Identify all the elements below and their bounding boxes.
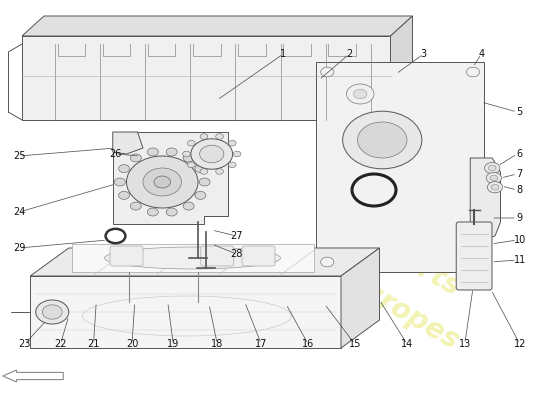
- Text: 10: 10: [514, 235, 526, 245]
- Circle shape: [147, 148, 158, 156]
- Text: 1: 1: [280, 49, 287, 59]
- Text: 1985: 1985: [361, 113, 442, 175]
- Text: 12: 12: [514, 339, 526, 349]
- Circle shape: [36, 300, 69, 324]
- Circle shape: [354, 89, 367, 99]
- Circle shape: [166, 148, 177, 156]
- Polygon shape: [72, 244, 314, 272]
- Text: 13: 13: [459, 339, 471, 349]
- Circle shape: [346, 84, 374, 104]
- FancyBboxPatch shape: [242, 246, 275, 266]
- Polygon shape: [113, 132, 143, 154]
- Circle shape: [487, 182, 503, 193]
- Text: 17: 17: [255, 339, 267, 349]
- Circle shape: [130, 202, 141, 210]
- Circle shape: [183, 151, 190, 157]
- Text: europes: europes: [340, 268, 463, 356]
- Circle shape: [216, 169, 223, 174]
- Circle shape: [228, 162, 236, 168]
- Circle shape: [183, 202, 194, 210]
- Polygon shape: [113, 148, 228, 216]
- Circle shape: [486, 172, 502, 184]
- Circle shape: [147, 208, 158, 216]
- Text: #1 parts: #1 parts: [338, 211, 465, 301]
- Text: 24: 24: [13, 207, 25, 217]
- Text: 3: 3: [420, 49, 427, 59]
- Polygon shape: [470, 158, 500, 240]
- Text: 4: 4: [478, 49, 485, 59]
- Text: 15: 15: [349, 339, 361, 349]
- Polygon shape: [22, 36, 390, 120]
- Text: 28: 28: [230, 249, 243, 259]
- Text: 5: 5: [516, 107, 523, 117]
- Text: 20: 20: [126, 339, 138, 349]
- Text: 26: 26: [109, 149, 122, 159]
- Circle shape: [490, 175, 498, 181]
- Text: source: source: [349, 162, 454, 238]
- Circle shape: [216, 134, 223, 139]
- Circle shape: [119, 165, 130, 173]
- Circle shape: [200, 145, 224, 163]
- Circle shape: [114, 178, 125, 186]
- Circle shape: [321, 257, 334, 267]
- FancyBboxPatch shape: [110, 246, 143, 266]
- Circle shape: [130, 154, 141, 162]
- Ellipse shape: [104, 247, 280, 269]
- Polygon shape: [113, 132, 228, 224]
- FancyBboxPatch shape: [456, 222, 492, 290]
- Text: 23: 23: [19, 339, 31, 349]
- Text: 18: 18: [211, 339, 223, 349]
- Circle shape: [188, 162, 195, 168]
- Circle shape: [233, 151, 241, 157]
- Text: 6: 6: [516, 149, 523, 159]
- Circle shape: [166, 208, 177, 216]
- Circle shape: [200, 169, 208, 174]
- Circle shape: [195, 191, 206, 199]
- Text: 8: 8: [516, 185, 523, 195]
- Polygon shape: [30, 276, 341, 348]
- Circle shape: [42, 305, 62, 319]
- Circle shape: [343, 111, 422, 169]
- Circle shape: [199, 178, 210, 186]
- Circle shape: [154, 176, 170, 188]
- Circle shape: [195, 165, 206, 173]
- Circle shape: [183, 154, 194, 162]
- Circle shape: [119, 191, 130, 199]
- Circle shape: [143, 168, 182, 196]
- Text: 16: 16: [302, 339, 314, 349]
- FancyBboxPatch shape: [201, 246, 234, 266]
- Circle shape: [485, 162, 500, 174]
- Text: 25: 25: [13, 151, 25, 161]
- Text: 22: 22: [54, 339, 67, 349]
- Polygon shape: [316, 62, 484, 272]
- Polygon shape: [30, 248, 379, 276]
- Circle shape: [200, 134, 208, 139]
- Circle shape: [488, 165, 496, 171]
- Text: 19: 19: [167, 339, 179, 349]
- Text: 9: 9: [516, 213, 523, 223]
- Text: 2: 2: [346, 49, 353, 59]
- Polygon shape: [390, 16, 412, 120]
- Circle shape: [188, 140, 195, 146]
- Circle shape: [466, 257, 480, 267]
- Circle shape: [321, 67, 334, 77]
- Circle shape: [466, 67, 480, 77]
- Text: 21: 21: [87, 339, 100, 349]
- Polygon shape: [22, 16, 412, 36]
- Circle shape: [358, 122, 407, 158]
- Circle shape: [191, 139, 233, 169]
- Text: 27: 27: [230, 231, 243, 241]
- Text: 7: 7: [516, 169, 523, 179]
- Text: 11: 11: [514, 255, 526, 265]
- Polygon shape: [341, 248, 380, 348]
- Circle shape: [491, 184, 499, 190]
- Text: 14: 14: [401, 339, 413, 349]
- Circle shape: [126, 156, 198, 208]
- Text: 29: 29: [13, 243, 25, 253]
- FancyArrow shape: [3, 370, 63, 382]
- Circle shape: [228, 140, 236, 146]
